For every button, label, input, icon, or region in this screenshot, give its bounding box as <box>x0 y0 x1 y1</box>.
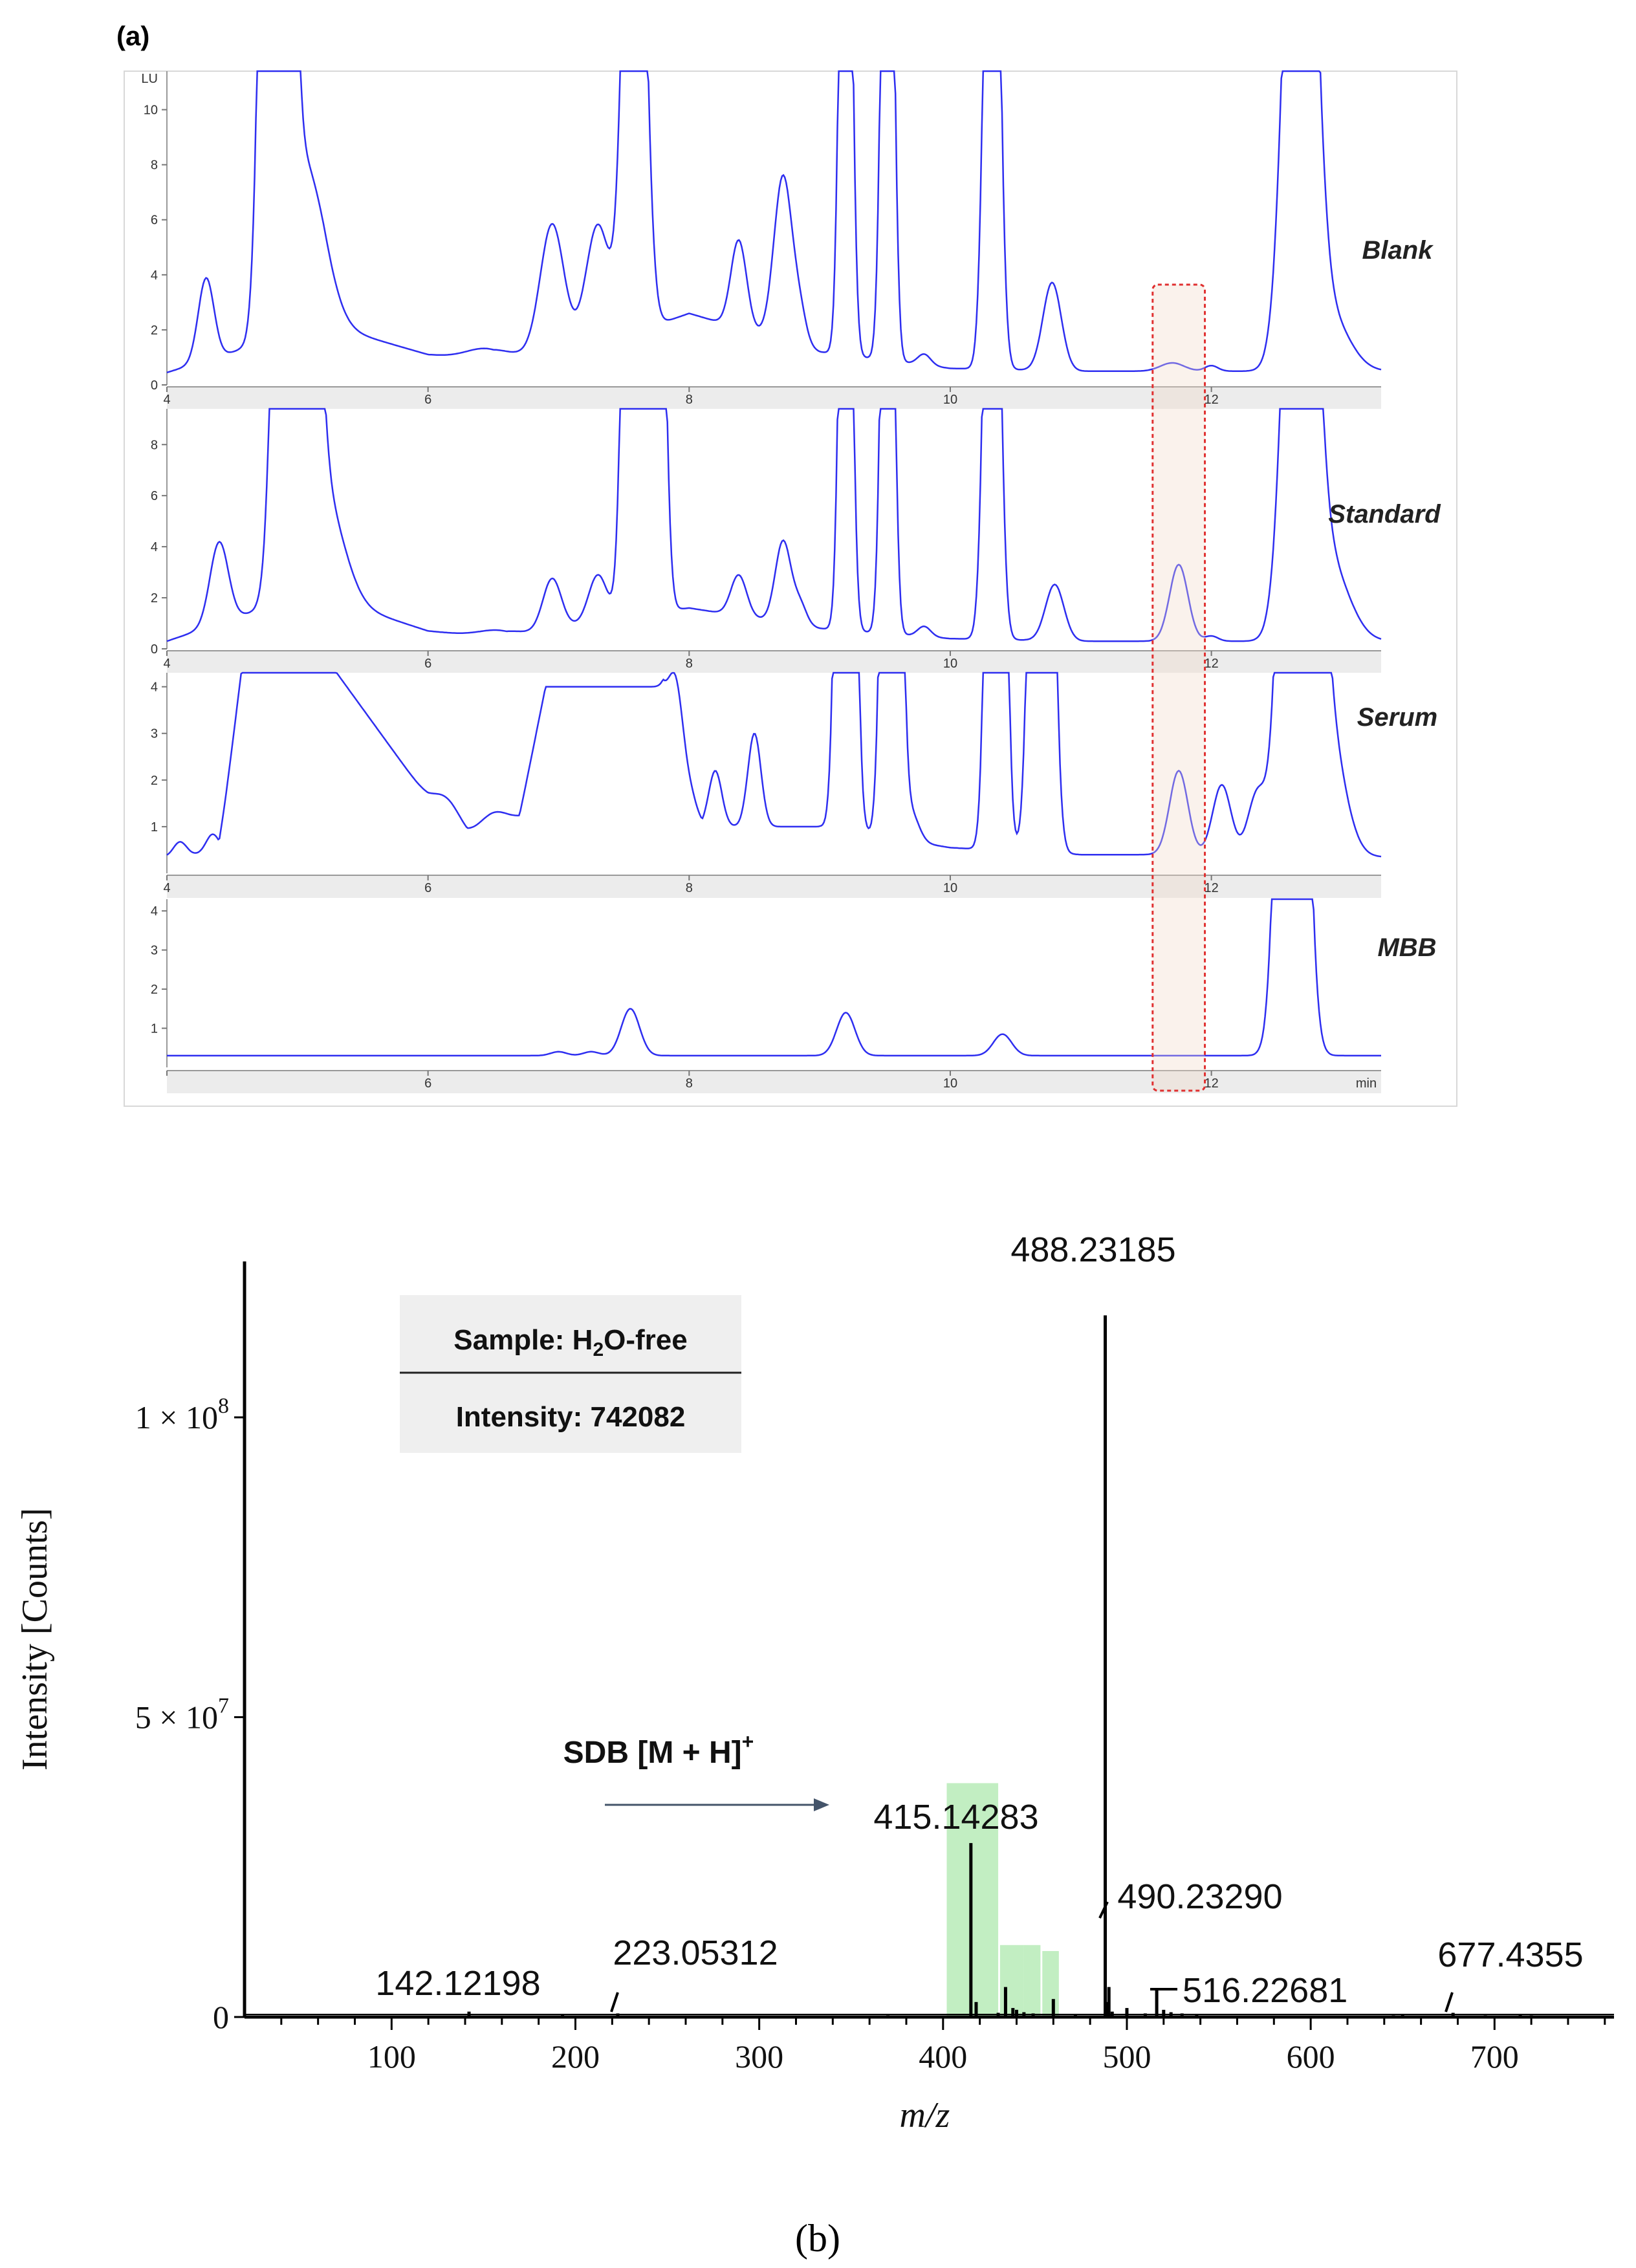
time-unit-label: min <box>1356 1076 1377 1091</box>
time-tick-label: 6 <box>424 1076 431 1091</box>
sdb-annotation-superscript: + <box>742 1730 754 1753</box>
time-tick-label: 8 <box>686 393 693 407</box>
peak-label: 677.4355 <box>1437 1935 1583 1974</box>
intensity-tick-label: 3 <box>151 944 158 958</box>
x-tick-label: 200 <box>551 2038 600 2075</box>
y-tick-exponent: 7 <box>218 1694 229 1718</box>
y-tick-label: 5 × 107 <box>135 1694 229 1736</box>
panel-b-label: (b) <box>795 2217 840 2260</box>
time-tick-label: 12 <box>1204 393 1218 407</box>
time-tick-label: 12 <box>1204 881 1218 895</box>
time-tick-label: 6 <box>424 881 431 895</box>
sample-suffix: O-free <box>604 1324 688 1356</box>
time-tick-label: 8 <box>686 657 693 671</box>
time-tick-label: 4 <box>163 657 170 671</box>
chromatogram-trace <box>166 70 1382 374</box>
y-tick-exponent: 8 <box>218 1394 229 1418</box>
sample-name-label: MBB <box>1377 933 1436 962</box>
time-tick-label: 6 <box>424 657 431 671</box>
x-tick-label: 500 <box>1102 2038 1151 2075</box>
sdb-annotation-text: SDB [M + H] <box>563 1736 742 1770</box>
intensity-tick-label: 4 <box>151 681 158 695</box>
sample-label: Sample: H2O-free <box>453 1324 687 1360</box>
highlight-region <box>1151 283 1206 1092</box>
intensity-label: Intensity: 742082 <box>456 1401 686 1433</box>
intensity-tick-label: 10 <box>144 104 158 118</box>
intensity-tick-label: 6 <box>151 213 158 228</box>
x-tick-label: 700 <box>1470 2038 1519 2075</box>
info-box <box>400 1295 741 1453</box>
time-tick-label: 4 <box>163 393 170 407</box>
time-tick-label: 6 <box>424 393 431 407</box>
intensity-tick-label: 3 <box>151 727 158 741</box>
mass-spectrum-panel: 100 200 300 400 500 600 700 0 5 × 107 1 × 108 m/z I… <box>15 1230 1614 2135</box>
time-tick-label: 8 <box>686 881 693 895</box>
intensity-tick-label: 0 <box>151 378 158 393</box>
sample-name-label: Blank <box>1362 236 1434 265</box>
intensity-tick-label: 4 <box>151 268 158 283</box>
sample-prefix: Sample: H <box>453 1324 593 1356</box>
sample-name-label: Standard <box>1328 500 1441 529</box>
x-tick-label: 100 <box>367 2038 416 2075</box>
sdb-arrow-head <box>814 1798 829 1811</box>
peak-label: 488.23185 <box>1010 1230 1175 1269</box>
intensity-tick-label: 4 <box>151 540 158 554</box>
time-axis-bar <box>167 1071 1381 1093</box>
time-tick-label: 10 <box>943 657 957 671</box>
intensity-tick-label: 2 <box>151 774 158 788</box>
time-tick-label: 4 <box>163 881 170 895</box>
time-tick-label: 12 <box>1204 657 1218 671</box>
peak-label-leader <box>610 1992 619 2012</box>
peak-highlight-band <box>1023 1945 1041 2017</box>
intensity-tick-label: 2 <box>151 983 158 997</box>
y-tick-label: 1 × 108 <box>135 1394 229 1435</box>
time-axis-bar <box>167 651 1381 673</box>
peak-label-leader <box>1445 1992 1454 2012</box>
x-tick-label: 600 <box>1287 2038 1335 2075</box>
intensity-tick-label: 8 <box>151 438 158 452</box>
sdb-annotation: SDB [M + H]+ <box>563 1730 754 1770</box>
peak-label-leader <box>1098 1901 1109 1919</box>
time-tick-label: 10 <box>943 1076 957 1091</box>
peak-label: 223.05312 <box>613 1934 778 1972</box>
time-tick-label: 8 <box>686 1076 693 1091</box>
sample-name-label: Serum <box>1357 703 1438 732</box>
x-tick-label: 400 <box>919 2038 967 2075</box>
peak-label: 516.22681 <box>1183 1971 1347 2010</box>
time-axis-bar <box>167 875 1381 898</box>
sample-subscript: 2 <box>593 1339 604 1360</box>
chromatogram-trace <box>166 408 1382 642</box>
peak-label: 490.23290 <box>1117 1877 1282 1916</box>
intensity-tick-label: 0 <box>151 642 158 657</box>
y-tick-mantissa: 1 × 10 <box>135 1399 218 1435</box>
time-axis-bar <box>167 387 1381 409</box>
peak-highlight-band <box>1042 1951 1059 2017</box>
peak-label: 415.14283 <box>873 1798 1038 1837</box>
chromatogram-trace <box>167 898 1381 1057</box>
panel-a-label: (a) <box>116 21 149 51</box>
chromatogram-trace <box>166 671 1382 858</box>
time-tick-label: 10 <box>943 881 957 895</box>
time-tick-label: 12 <box>1204 1076 1218 1091</box>
intensity-tick-label: 6 <box>151 489 158 503</box>
y-axis-title: Intensity [Counts] <box>15 1508 55 1771</box>
peak-highlight-band <box>999 1945 1024 2017</box>
x-axis-title: m/z <box>899 2095 950 2135</box>
intensity-unit-label: LU <box>141 72 158 86</box>
x-tick-label: 300 <box>735 2038 783 2075</box>
intensity-tick-label: 2 <box>151 323 158 338</box>
y-tick-mantissa: 5 × 10 <box>135 1699 218 1736</box>
intensity-tick-label: 1 <box>151 1022 158 1036</box>
panel-a-frame <box>124 71 1457 1107</box>
intensity-tick-label: 4 <box>151 904 158 919</box>
intensity-tick-label: 1 <box>151 820 158 834</box>
y-tick-label: 0 <box>213 1999 229 2035</box>
intensity-tick-label: 8 <box>151 158 158 173</box>
peak-label: 142.12198 <box>375 1964 540 2003</box>
intensity-tick-label: 2 <box>151 591 158 605</box>
time-tick-label: 10 <box>943 393 957 407</box>
